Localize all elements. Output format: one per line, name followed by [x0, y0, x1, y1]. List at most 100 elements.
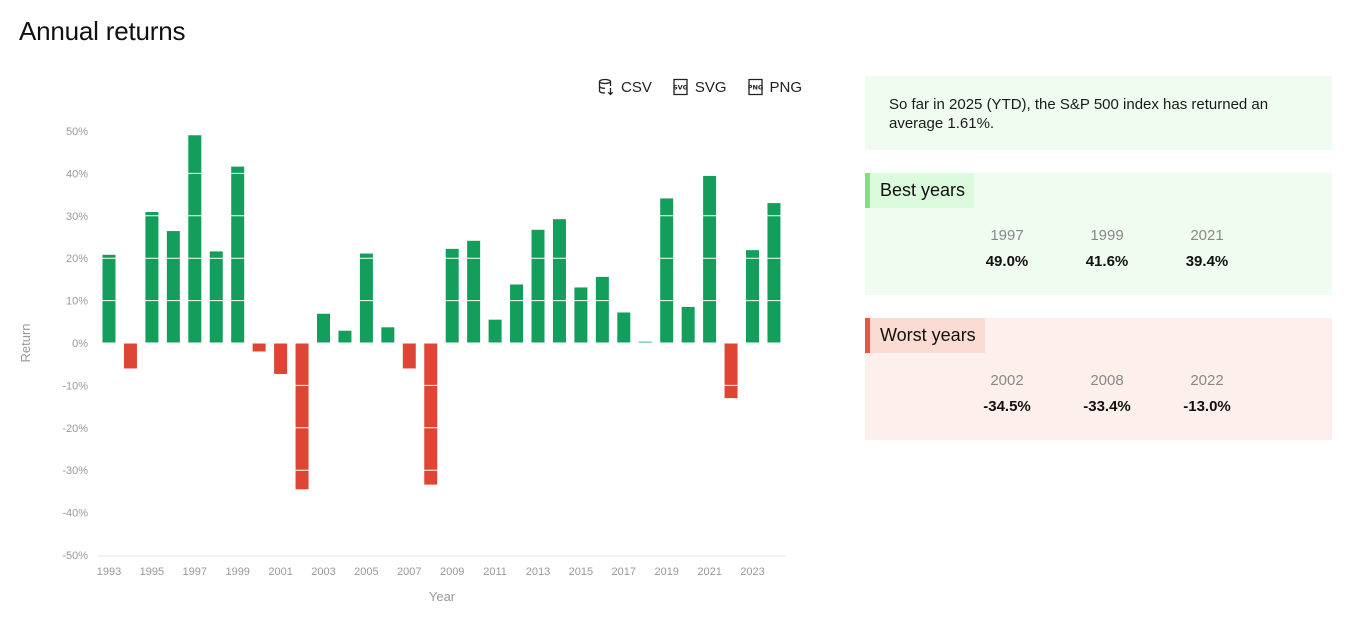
- x-tick-label: 2013: [526, 566, 550, 578]
- annual-returns-chart: 50% 40% 30% 20% 10% 0% -10% -20% -30% -40% -50% 199…: [0, 110, 820, 623]
- best-years-title: Best years: [865, 173, 975, 208]
- y-tick-label: 40%: [66, 168, 88, 180]
- stat-year: 2022: [1190, 372, 1224, 389]
- x-tick-label: 2007: [397, 566, 421, 578]
- page-title: Annual returns: [19, 16, 186, 46]
- bar-2003: [317, 313, 330, 343]
- bar-1998: [209, 251, 223, 343]
- worst-years-card: Worst years 2002 -34.5% 2008 -33.4% 2022…: [865, 318, 1332, 440]
- bar-2023: [746, 250, 759, 343]
- stat-value: 39.4%: [1185, 253, 1229, 270]
- bar-2016: [595, 276, 609, 343]
- bar-2011: [488, 319, 502, 343]
- bar-2019: [660, 198, 674, 343]
- bar-2010: [467, 240, 481, 343]
- y-axis-title: Return: [18, 323, 33, 362]
- x-tick-label: 2023: [740, 566, 764, 578]
- worst-years-title: Worst years: [865, 318, 985, 353]
- export-csv-button[interactable]: CSV: [598, 78, 652, 96]
- export-png-label: PNG: [769, 78, 803, 96]
- best-year-item: 2021 39.4%: [1157, 227, 1257, 270]
- y-tick-label: -30%: [62, 465, 88, 477]
- svg-file-icon: SVG: [673, 78, 688, 96]
- best-year-item: 1999 41.6%: [1057, 227, 1157, 270]
- bar-2015: [574, 287, 588, 343]
- chart-svg: 50% 40% 30% 20% 10% 0% -10% -20% -30% -40% -50% 199…: [18, 126, 786, 604]
- y-tick-label: -50%: [62, 550, 88, 562]
- bar-2020: [681, 306, 695, 343]
- stat-value: -33.4%: [1083, 398, 1131, 415]
- export-svg-button[interactable]: SVG SVG: [672, 78, 727, 96]
- stat-year: 2021: [1190, 227, 1224, 244]
- stat-year: 1999: [1090, 227, 1124, 244]
- stat-value: -34.5%: [983, 398, 1031, 415]
- stat-value: 49.0%: [985, 253, 1029, 270]
- x-tick-label: 2019: [654, 566, 678, 578]
- bar-2004: [338, 330, 352, 343]
- bar-2021: [703, 175, 717, 343]
- best-years-card: Best years 1997 49.0% 1999 41.6% 2021 39…: [865, 173, 1332, 295]
- svg-text:SVG: SVG: [673, 84, 688, 92]
- bar-1996: [166, 231, 180, 343]
- y-tick-label: 20%: [66, 253, 88, 265]
- x-tick-label: 2003: [311, 566, 335, 578]
- bar-1993: [102, 254, 116, 343]
- worst-year-item: 2022 -13.0%: [1157, 372, 1257, 415]
- png-file-icon: PNG: [747, 78, 763, 96]
- x-axis-title: Year: [429, 589, 456, 604]
- bar-2018: [638, 341, 652, 343]
- stat-year: 1997: [990, 227, 1024, 244]
- export-png-button[interactable]: PNG PNG: [747, 78, 803, 96]
- bar-2008: [424, 343, 438, 485]
- y-tick-label: 30%: [66, 211, 88, 223]
- worst-year-item: 2008 -33.4%: [1057, 372, 1157, 415]
- x-tick-label: 1993: [97, 566, 121, 578]
- bar-2002: [295, 343, 309, 490]
- bar-1995: [145, 211, 159, 343]
- y-tick-label: 50%: [66, 126, 88, 138]
- bar-1997: [188, 135, 202, 343]
- y-tick-label: 0%: [72, 338, 88, 350]
- database-download-icon: [598, 78, 614, 96]
- x-tick-label: 1995: [140, 566, 164, 578]
- x-tick-label: 2005: [354, 566, 378, 578]
- export-svg-label: SVG: [694, 78, 727, 96]
- bar-1994: [123, 343, 137, 369]
- bar-2022: [724, 343, 738, 399]
- stat-value: -13.0%: [1183, 398, 1231, 415]
- bar-1999: [231, 166, 245, 343]
- bar-2007: [402, 343, 416, 369]
- worst-year-item: 2002 -34.5%: [957, 372, 1057, 415]
- x-tick-label: 1999: [225, 566, 249, 578]
- export-csv-label: CSV: [621, 78, 652, 96]
- x-tick-label: 2015: [569, 566, 593, 578]
- stat-value: 41.6%: [1085, 253, 1129, 270]
- x-tick-label: 2021: [697, 566, 721, 578]
- y-tick-label: -10%: [62, 380, 88, 392]
- x-tick-label: 2017: [612, 566, 636, 578]
- bar-2005: [359, 253, 373, 343]
- bar-2024: [767, 203, 781, 343]
- bar-2009: [445, 248, 459, 343]
- export-toolbar: CSV SVG SVG PNG PNG: [598, 78, 802, 96]
- x-tick-label: 2001: [268, 566, 292, 578]
- y-tick-label: -40%: [62, 508, 88, 520]
- stat-year: 2002: [990, 372, 1024, 389]
- ytd-summary-text: So far in 2025 (YTD), the S&P 500 index …: [889, 96, 1269, 132]
- ytd-summary: So far in 2025 (YTD), the S&P 500 index …: [865, 76, 1332, 150]
- x-tick-label: 2009: [440, 566, 464, 578]
- y-tick-label: -20%: [62, 423, 88, 435]
- best-year-item: 1997 49.0%: [957, 227, 1057, 270]
- x-tick-label: 1997: [183, 566, 207, 578]
- x-tick-label: 2011: [483, 566, 507, 578]
- stat-year: 2008: [1090, 372, 1124, 389]
- y-tick-label: 10%: [66, 296, 88, 308]
- bar-2001: [274, 343, 288, 374]
- bar-2017: [617, 312, 631, 343]
- bar-2014: [552, 219, 566, 343]
- bar-2012: [510, 284, 524, 343]
- bar-2006: [381, 327, 395, 343]
- bar-2000: [252, 343, 266, 352]
- svg-text:PNG: PNG: [747, 84, 763, 92]
- bar-2013: [531, 229, 545, 343]
